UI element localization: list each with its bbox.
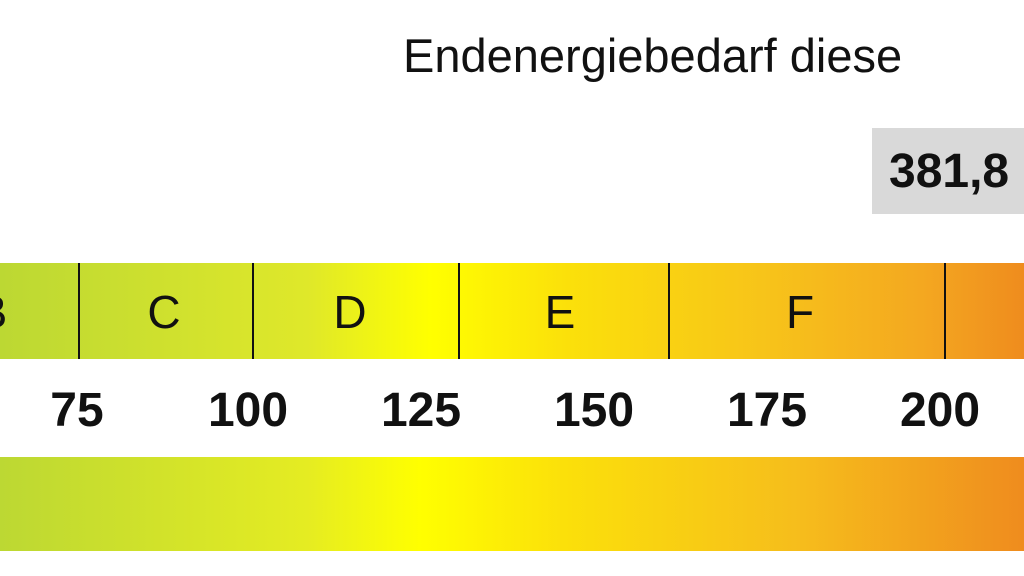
class-label-f: F bbox=[785, 286, 815, 338]
class-label-c: C bbox=[147, 286, 181, 338]
tick-label: 125 bbox=[380, 384, 462, 437]
class-divider bbox=[78, 263, 80, 359]
class-label-e: E bbox=[544, 286, 576, 338]
class-divider bbox=[668, 263, 670, 359]
energy-demand-title: Endenergiebedarf diese bbox=[403, 29, 903, 82]
tick-label: 100 bbox=[207, 384, 289, 437]
class-label-d: D bbox=[333, 286, 367, 338]
class-divider bbox=[458, 263, 460, 359]
tick-label: 75 bbox=[50, 384, 104, 437]
tick-label: 175 bbox=[726, 384, 808, 437]
energy-value-box: 381,8 bbox=[872, 128, 1024, 214]
tick-label: 150 bbox=[553, 384, 635, 437]
energy-gradient-bar bbox=[0, 457, 1024, 551]
energy-value: 381,8 bbox=[889, 145, 1010, 198]
class-divider bbox=[944, 263, 946, 359]
efficiency-class-scale: B C D E F bbox=[0, 263, 1024, 359]
tick-label: 200 bbox=[899, 384, 981, 437]
class-label-b: B bbox=[0, 285, 7, 339]
class-divider bbox=[252, 263, 254, 359]
